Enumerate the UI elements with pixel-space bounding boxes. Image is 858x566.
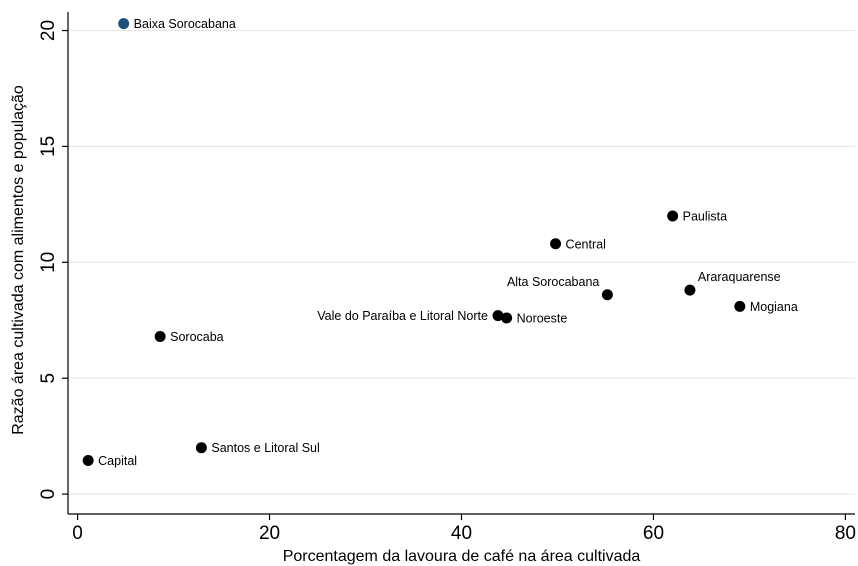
data-points: Baixa Sorocabana Paulista Central Alta Soro… [82, 17, 798, 468]
axes [62, 12, 855, 520]
x-tick-label: 0 [72, 523, 83, 544]
y-tick-label: 20 [38, 20, 59, 41]
y-axis-title: Razão área cultivada com alimentos e pop… [10, 85, 27, 435]
data-point [492, 310, 504, 322]
x-tick-label: 40 [451, 523, 472, 544]
point-label: Mogiana [750, 300, 798, 314]
data-point [684, 284, 696, 296]
data-point [734, 300, 746, 312]
data-point [82, 454, 94, 466]
y-tick-label: 0 [38, 489, 59, 500]
point-label: Baixa Sorocabana [134, 17, 236, 31]
data-point [154, 330, 166, 342]
data-point [501, 312, 513, 324]
point-label: Sorocaba [170, 330, 224, 344]
point-label: Santos e Litoral Sul [211, 441, 319, 455]
tick-labels: 0 5 10 15 20 0 20 40 60 80 [38, 20, 856, 544]
data-point [550, 238, 562, 250]
point-label: Alta Sorocabana [507, 275, 599, 289]
gridlines [68, 29, 855, 495]
data-point [601, 289, 613, 301]
data-point [667, 210, 679, 222]
y-tick-label: 15 [38, 136, 59, 157]
data-point [195, 442, 207, 454]
x-tick-label: 80 [835, 523, 856, 544]
point-label: Capital [98, 454, 137, 468]
point-label: Central [566, 237, 606, 251]
x-axis-title: Porcentagem da lavoura de café na área c… [283, 548, 641, 565]
data-point [118, 18, 130, 30]
x-tick-label: 60 [643, 523, 664, 544]
x-tick-label: 20 [259, 523, 280, 544]
point-label: Araraquarense [698, 270, 781, 284]
y-tick-label: 10 [38, 252, 59, 273]
y-tick-label: 5 [38, 373, 59, 384]
point-label: Vale do Paraíba e Litoral Norte [317, 309, 488, 323]
point-label: Noroeste [517, 311, 568, 325]
point-label: Paulista [683, 209, 728, 223]
